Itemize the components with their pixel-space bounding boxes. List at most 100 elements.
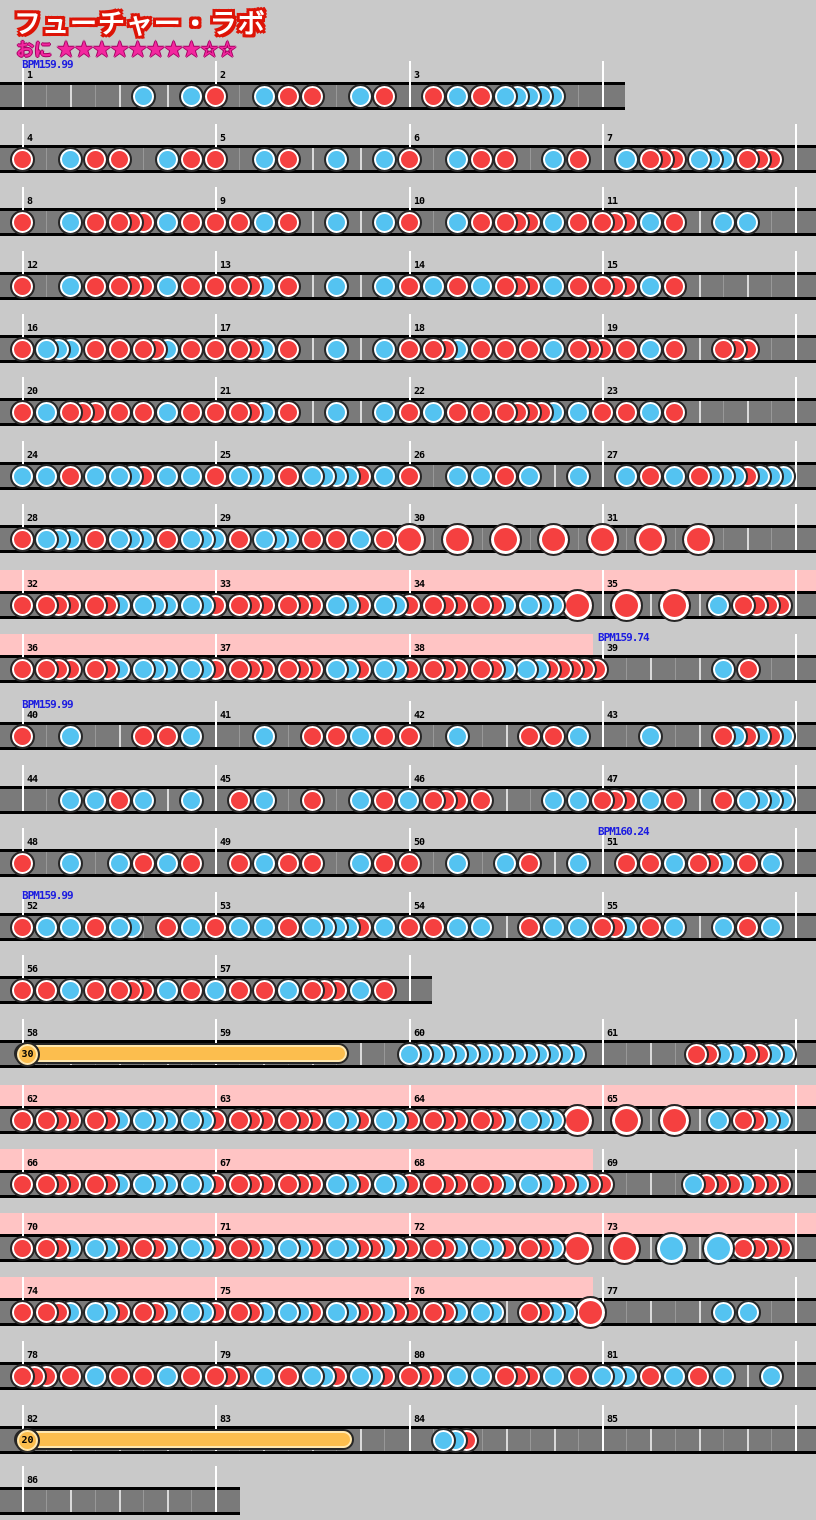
note-red: [131, 1236, 156, 1261]
note-red: [421, 657, 446, 682]
measure-barline: [602, 1085, 604, 1131]
measure-barline: [409, 955, 411, 1001]
note-blue: [445, 464, 470, 489]
note-red: [276, 147, 301, 172]
note-blue: [324, 210, 349, 235]
note-blue: [638, 400, 663, 425]
note-blue: [638, 788, 663, 813]
measure-number: 42: [414, 710, 425, 721]
note-blue: [155, 210, 180, 235]
note-red: [493, 147, 518, 172]
beat-line: [360, 1043, 362, 1065]
beat-line: [506, 916, 508, 938]
measure-number: 21: [220, 386, 231, 397]
note-blue: [372, 593, 397, 618]
eighth-line: [675, 658, 676, 680]
note-blue: [566, 788, 591, 813]
note-red: [179, 978, 204, 1003]
note-blue: [541, 337, 566, 362]
beat-line: [650, 658, 652, 680]
measure-number: 68: [414, 1158, 425, 1169]
eighth-line: [46, 725, 47, 747]
note-blue: [687, 147, 712, 172]
note-red: [276, 593, 301, 618]
note-red: [662, 274, 687, 299]
measure-number: 69: [607, 1158, 618, 1169]
note-blue: [252, 147, 277, 172]
note-blue: [179, 1172, 204, 1197]
measure-number: 47: [607, 774, 618, 785]
beat-line: [650, 594, 652, 616]
note-red: [179, 400, 204, 425]
measure-barline: [22, 61, 24, 107]
note-red: [421, 1108, 446, 1133]
note-red: [662, 337, 687, 362]
measure-number: 55: [607, 901, 618, 912]
note-red: [276, 274, 301, 299]
difficulty-stars: ★★★★★★★★☆☆: [57, 39, 237, 61]
measure-number: 23: [607, 386, 618, 397]
note-red: [10, 210, 35, 235]
note-red: [300, 84, 325, 109]
measure-barline: [602, 701, 604, 747]
note-red: [686, 1364, 711, 1389]
note-red: [684, 1042, 709, 1067]
eighth-line: [578, 528, 579, 550]
note-red: [276, 337, 301, 362]
note-red: [227, 1300, 252, 1325]
measure-number: 36: [27, 643, 38, 654]
measure-number: 31: [607, 513, 618, 524]
beat-line: [699, 916, 701, 938]
note-red: [107, 978, 132, 1003]
note-blue: [83, 788, 108, 813]
eighth-line: [578, 1429, 579, 1451]
difficulty-label: おに: [16, 40, 52, 60]
eighth-line: [95, 85, 96, 107]
note-red: [276, 464, 301, 489]
note-red: [83, 1108, 108, 1133]
note-blue: [276, 978, 301, 1003]
note-blue: [179, 1300, 204, 1325]
note-red: [397, 147, 422, 172]
beat-line: [312, 338, 314, 360]
gogo-time-band: [0, 1213, 816, 1234]
beat-line: [360, 148, 362, 170]
note-blue: [372, 210, 397, 235]
gogo-time-band: [0, 1085, 816, 1106]
beat-line: [312, 211, 314, 233]
note-blue: [58, 274, 83, 299]
measure-number: 79: [220, 1350, 231, 1361]
note-red: [179, 1364, 204, 1389]
note-blue: [493, 851, 518, 876]
note-red: [469, 210, 494, 235]
note-red: [179, 147, 204, 172]
note-red: [155, 915, 180, 940]
gogo-time-band: [0, 1277, 593, 1298]
note-red: [179, 274, 204, 299]
note-blue: [324, 1236, 349, 1261]
note-blue: [324, 657, 349, 682]
eighth-line: [771, 1429, 772, 1451]
measure-number: 43: [607, 710, 618, 721]
note-blue: [324, 1108, 349, 1133]
note-red: [397, 851, 422, 876]
note-blue: [155, 274, 180, 299]
note-red: [10, 724, 35, 749]
note-red: [203, 915, 228, 940]
note-red: [276, 400, 301, 425]
note-blue: [372, 337, 397, 362]
note-red: [469, 400, 494, 425]
note-red: [83, 210, 108, 235]
note-red: [469, 593, 494, 618]
note-red: [300, 724, 325, 749]
eighth-line: [771, 528, 772, 550]
note-blue: [711, 1364, 736, 1389]
note-red: [83, 593, 108, 618]
eighth-line: [433, 148, 434, 170]
measure-number: 1: [27, 70, 33, 81]
note-red: [614, 337, 639, 362]
note-blue: [155, 1364, 180, 1389]
eighth-line: [433, 465, 434, 487]
note-red: [638, 147, 663, 172]
